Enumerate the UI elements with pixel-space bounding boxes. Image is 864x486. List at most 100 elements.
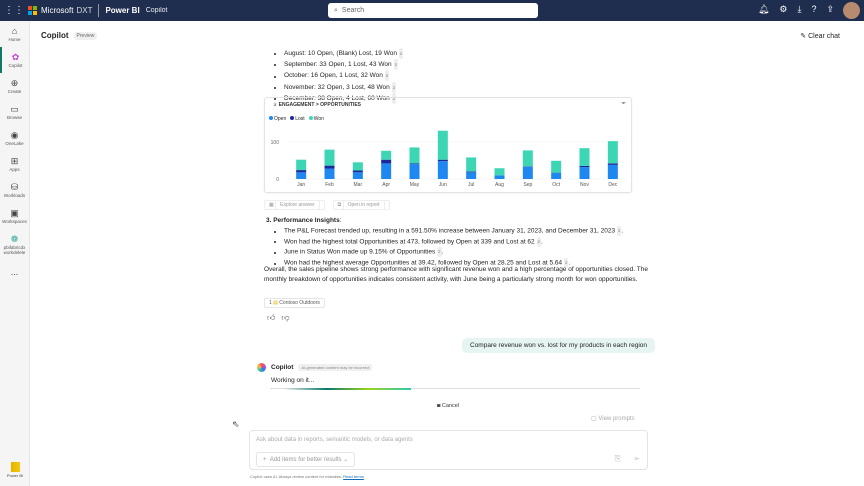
bar-lost — [466, 171, 477, 173]
send-icon[interactable]: ➢ — [633, 454, 640, 463]
bar-open — [296, 172, 307, 179]
chat-input-placeholder: Ask about data in reports, semantic mode… — [256, 437, 413, 443]
copilot-icon: ✿ — [11, 52, 20, 62]
avatar[interactable] — [843, 2, 860, 19]
bar-open — [551, 173, 562, 179]
x-tick-label: Mar — [354, 182, 363, 188]
thumbs-down-icon[interactable]: 👎︎ — [281, 313, 290, 322]
label: OneLake — [5, 141, 24, 146]
list-item: Won had the highest total Opportunities … — [284, 236, 656, 248]
label: Power BI — [6, 473, 24, 478]
sidebar-item-copilot[interactable]: ✿ Copilot — [0, 47, 29, 73]
citation[interactable]: 2 — [437, 247, 442, 258]
title: Copilot — [41, 31, 69, 40]
bar-lost — [437, 159, 448, 162]
bar-lost — [409, 163, 420, 165]
legend-lost[interactable]: Lost — [290, 116, 305, 122]
folder-icon: ▭ — [10, 104, 19, 114]
sidebar-item-workloads[interactable]: ⛁ Workloads — [0, 177, 29, 203]
source-chip[interactable]: 1 ▤ Contoso Outdoors — [264, 298, 325, 308]
bar-open — [466, 172, 477, 179]
bar-won — [607, 141, 618, 164]
sidebar-item-workspace[interactable]: ❁ pbifabricdx workdelete — [0, 229, 29, 259]
stop-icon: ◙ — [437, 403, 441, 409]
tenant-name: DXT — [76, 6, 93, 15]
performance-insights: 3. Performance Insights: The P&L Forecas… — [266, 216, 656, 269]
page-title: Copilot Preview — [41, 31, 98, 40]
sidebar-item-create[interactable]: ⊕ Create — [0, 73, 29, 99]
x-tick-label: Jan — [297, 182, 305, 188]
open-in-report-button[interactable]: ⧉ Open in report — [332, 200, 390, 210]
label: pbifabricdx workdelete — [3, 244, 26, 255]
preview-badge: Preview — [73, 31, 98, 40]
view-prompts-button[interactable]: ▢ View prompts — [591, 416, 635, 422]
label: Apps — [9, 167, 20, 172]
citation[interactable]: 2 — [398, 48, 404, 59]
app-launcher-icon[interactable]: ⋮⋮ — [4, 5, 24, 16]
citation[interactable]: 2 — [617, 226, 622, 236]
x-tick-label: Aug — [495, 182, 504, 188]
citation[interactable]: 2 — [564, 258, 569, 269]
bar-lost — [579, 166, 590, 168]
y-tick-label: 0 — [276, 177, 279, 183]
onelake-icon: ◉ — [10, 130, 19, 140]
workspace-icon: ❁ — [10, 233, 19, 244]
citation[interactable]: 2 — [391, 81, 396, 93]
citation[interactable]: 2 — [273, 102, 278, 108]
label: Workloads — [3, 193, 26, 198]
sidebar-item-browse[interactable]: ▭ Browse — [0, 99, 29, 125]
chat-input[interactable]: Ask about data in reports, semantic mode… — [249, 430, 648, 470]
bar-lost — [324, 165, 335, 169]
citation[interactable]: 2 — [384, 70, 390, 82]
bar-open — [494, 175, 505, 179]
share-icon[interactable]: ⇪ — [826, 4, 834, 14]
bar-open — [607, 164, 618, 179]
citation[interactable]: 2 — [393, 59, 398, 71]
bell-icon[interactable]: 🔔︎ — [757, 4, 770, 14]
legend-won[interactable]: Won — [308, 116, 324, 122]
citation[interactable]: 2 — [391, 92, 396, 104]
gear-icon[interactable]: ⚙ — [779, 4, 788, 14]
sidebar-item-onelake[interactable]: ◉ OneLake — [0, 125, 29, 151]
filter-icon[interactable]: ⏷ — [621, 101, 626, 107]
disclaimer: Copilot uses AI. Always review content f… — [250, 474, 364, 479]
attach-icon[interactable]: ⎘ — [614, 454, 621, 463]
broom-icon: ✎ — [800, 33, 807, 40]
add-items-button[interactable]: + Add items for better results ⌄ — [256, 452, 356, 467]
bar-won — [494, 168, 505, 176]
citation[interactable]: 2 — [536, 236, 541, 247]
thumbs-up-icon[interactable]: 👍︎ — [267, 313, 276, 322]
sidebar-item-apps[interactable]: ⊞ Apps — [0, 151, 29, 177]
power-bi-switcher[interactable]: Power BI — [4, 460, 26, 482]
legend-open[interactable]: Open — [269, 116, 286, 122]
explore-answer-button[interactable]: ▦ Explore answer — [264, 200, 325, 210]
read-terms-link[interactable]: Read terms — [343, 474, 364, 479]
x-tick-label: Sep — [523, 182, 532, 188]
stacked-bar-chart: 0 100 Jan Feb Mar Apr May Jun Jul Aug Sep Oct Nov Dec — [271, 130, 627, 188]
sidebar-item-workspaces[interactable]: ▣ Workspaces — [0, 203, 29, 229]
x-tick-label: Oct — [552, 182, 560, 188]
bar-won — [437, 130, 448, 160]
search-input[interactable]: ⌕ Search — [328, 3, 538, 18]
download-icon[interactable]: ⤓ — [797, 4, 802, 14]
more-icon: ... — [10, 266, 19, 277]
clear-chat-button[interactable]: ✎ Clear chat — [800, 32, 840, 40]
bar-lost — [352, 170, 363, 173]
x-tick-label: Jun — [439, 182, 447, 188]
label: Create — [7, 89, 22, 94]
search-icon: ⌕ — [334, 6, 338, 14]
cancel-button[interactable]: ◙ Cancel — [437, 403, 459, 409]
app-name[interactable]: Power BI — [105, 6, 140, 15]
mouse-cursor-icon: ⇖ — [232, 419, 240, 429]
x-tick-label: May — [410, 182, 420, 188]
y-tick-label: 100 — [271, 140, 280, 146]
bar-won — [324, 149, 335, 166]
sidebar-item-more[interactable]: ... — [0, 259, 29, 285]
label: Home — [8, 37, 21, 42]
sidebar-item-home[interactable]: ⌂ Home — [0, 21, 29, 47]
help-icon[interactable]: ? — [811, 4, 817, 14]
